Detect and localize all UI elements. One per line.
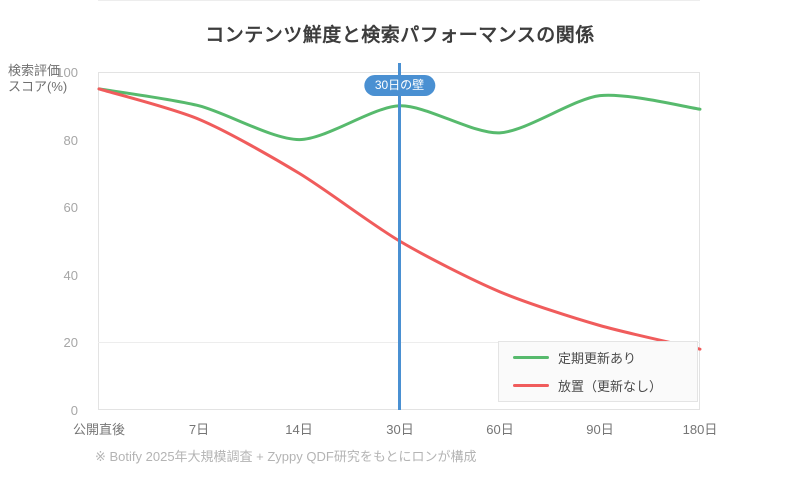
legend-label-regular-update: 定期更新あり <box>558 351 637 366</box>
x-tick-7d: 7日 <box>188 422 210 437</box>
y-axis-title-line1: 検索評価 <box>8 63 61 78</box>
threshold-annotation-badge: 30日の壁 <box>363 75 436 96</box>
x-tick-90d: 90日 <box>586 422 614 437</box>
source-footnote: ※ Botify 2025年大規模調査 + Zyppy QDF研究をもとにロンが… <box>95 449 477 464</box>
x-tick-release: 公開直後 <box>72 422 126 437</box>
y-tick-60: 60 <box>63 200 78 215</box>
threshold-vertical-line <box>398 63 401 410</box>
y-axis-title-line2: スコア(%) <box>8 79 68 94</box>
chart-title: コンテンツ鮮度と検索パフォーマンスの関係 <box>205 25 595 46</box>
legend-swatch-green <box>513 356 549 359</box>
legend-item-regular-update[interactable]: 定期更新あり <box>513 348 683 367</box>
x-tick-60d: 60日 <box>486 422 514 437</box>
legend: 定期更新あり 放置（更新なし） <box>498 341 698 402</box>
x-tick-14d: 14日 <box>285 422 313 437</box>
legend-swatch-red <box>513 384 549 387</box>
x-tick-30d: 30日 <box>386 422 414 437</box>
y-tick-20: 20 <box>63 335 78 350</box>
y-tick-40: 40 <box>63 268 78 283</box>
y-tick-80: 80 <box>63 133 78 148</box>
legend-label-neglected: 放置（更新なし） <box>558 379 663 394</box>
legend-item-neglected[interactable]: 放置（更新なし） <box>513 376 683 395</box>
x-tick-180d: 180日 <box>682 422 718 437</box>
y-tick-100: 100 <box>56 65 78 80</box>
gridline-20 <box>98 0 700 1</box>
y-tick-0: 0 <box>70 403 78 418</box>
